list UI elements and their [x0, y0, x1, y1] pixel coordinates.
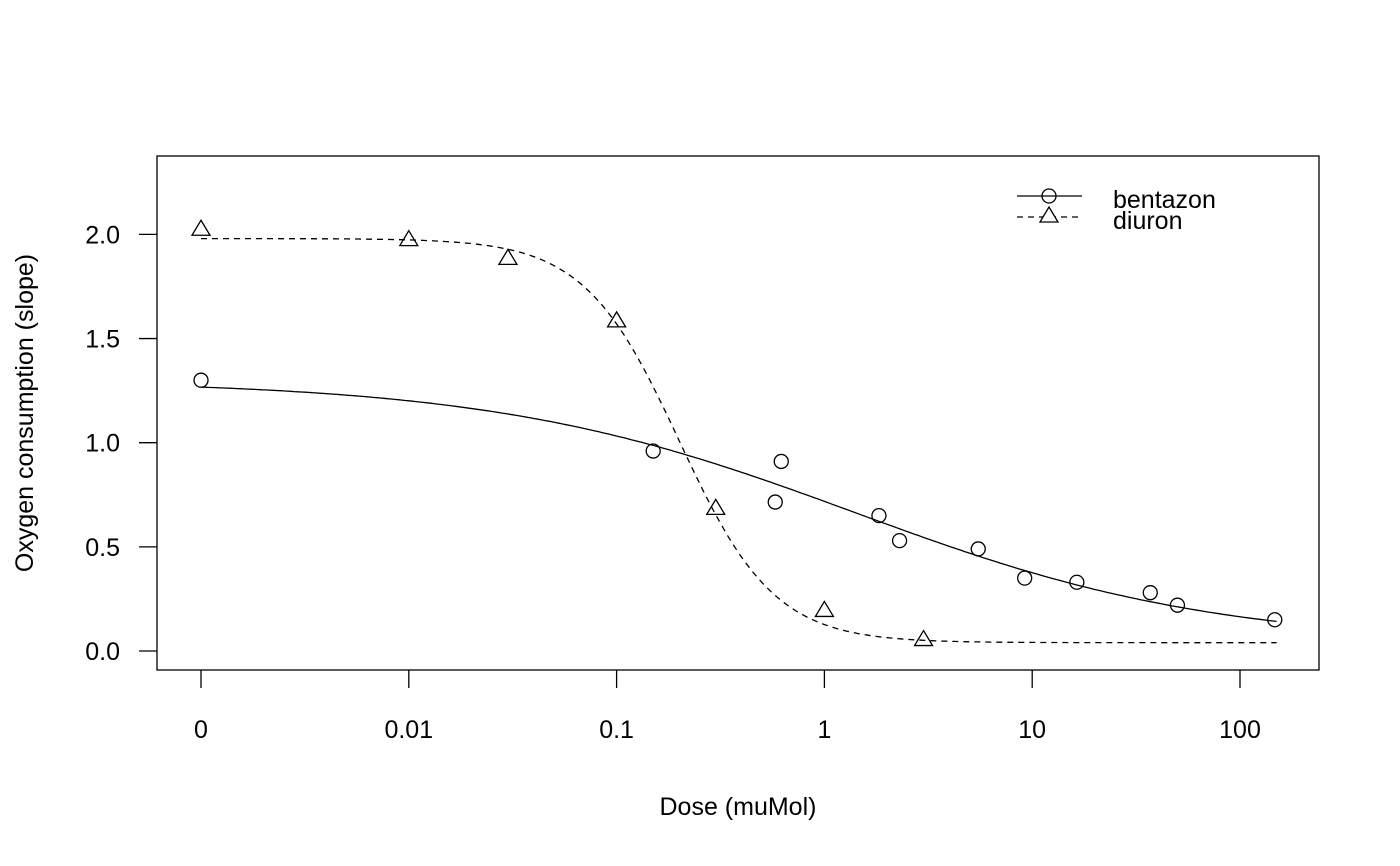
y-tick-label: 0.5	[85, 534, 120, 562]
y-tick-label: 1.5	[85, 326, 120, 354]
point-bentazon	[1069, 574, 1085, 590]
x-tick-label: 0	[194, 716, 208, 744]
legend-marker-diuron	[1038, 205, 1060, 223]
fitted-curves	[200, 237, 1277, 644]
plot-frame	[156, 155, 1320, 671]
point-bentazon	[1169, 597, 1186, 613]
legend-marker-bentazon	[1041, 188, 1057, 204]
x-axis: 0 0.01 0.1 1 10 100	[194, 670, 1261, 744]
x-tick-label: 0.01	[384, 716, 433, 744]
y-axis: 0.0 0.5 1.0 1.5 2.0	[85, 221, 157, 666]
x-tick-label: 10	[1018, 716, 1046, 744]
x-tick-label: 1	[817, 716, 831, 744]
y-tick-label: 2.0	[85, 221, 120, 249]
point-diuron	[606, 310, 627, 328]
point-bentazon	[1017, 570, 1033, 586]
point-diuron	[814, 600, 835, 618]
point-bentazon	[767, 494, 783, 510]
legend-label-diuron: diuron	[1113, 207, 1183, 235]
curve-diuron	[201, 237, 1277, 644]
point-bentazon	[970, 541, 986, 557]
data-points	[190, 218, 1283, 647]
point-diuron	[497, 248, 519, 266]
legend-label-bentazon: bentazon	[1113, 186, 1216, 214]
curve-bentazon	[200, 386, 1277, 623]
point-bentazon	[891, 532, 908, 549]
point-bentazon	[1267, 612, 1283, 628]
point-diuron	[913, 629, 934, 647]
point-bentazon	[193, 372, 209, 388]
x-tick-label: 0.1	[599, 716, 634, 744]
y-axis-label: Oxygen consumption (slope)	[11, 254, 39, 572]
point-bentazon	[1142, 585, 1158, 601]
y-tick-label: 1.0	[85, 430, 120, 458]
point-bentazon	[645, 443, 661, 459]
point-bentazon	[871, 507, 887, 524]
x-tick-label: 100	[1219, 716, 1261, 744]
y-tick-label: 0.0	[85, 638, 120, 666]
point-diuron	[190, 218, 212, 236]
x-axis-label: Dose (muMol)	[660, 793, 817, 821]
legend: bentazon diuron	[1017, 186, 1216, 235]
point-bentazon	[773, 453, 789, 470]
point-diuron	[705, 498, 726, 516]
point-diuron	[398, 229, 419, 247]
